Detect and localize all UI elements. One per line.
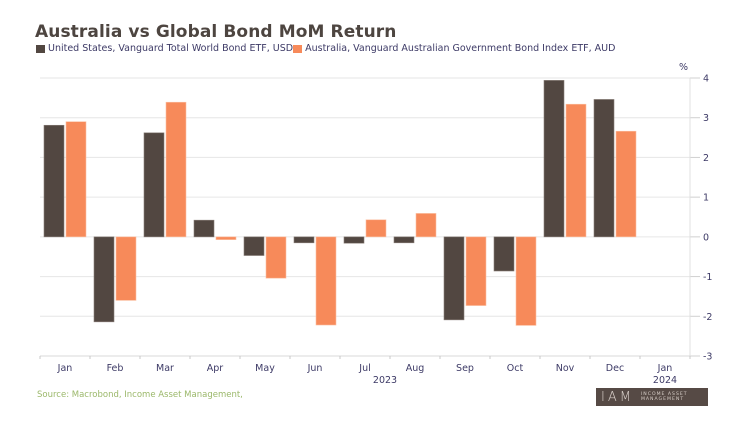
bars [43, 80, 637, 326]
y-tick-label: 4 [703, 74, 709, 85]
bar-au [165, 101, 187, 238]
year-label: 2023 [373, 375, 397, 386]
x-tick-label: May [255, 363, 275, 374]
bar-us [493, 236, 515, 272]
logo-text: INCOME ASSET MANAGEMENT [641, 392, 688, 402]
bar-us [243, 236, 265, 256]
legend-item-au: Australia, Vanguard Australian Governmen… [293, 43, 615, 54]
y-unit-label: % [679, 62, 688, 73]
axes [39, 77, 700, 359]
gridlines [40, 77, 690, 357]
x-tick-label: Feb [107, 363, 124, 374]
bar-us [593, 99, 615, 238]
bar-us [143, 132, 165, 238]
x-tick-label: Oct [507, 363, 524, 374]
x-tick-label: Sep [456, 363, 474, 374]
iam-logo: IAM INCOME ASSET MANAGEMENT [596, 388, 708, 406]
chart-legend: United States, Vanguard Total World Bond… [36, 43, 661, 54]
x-tick-label: Aug [406, 363, 425, 374]
bar-au [565, 103, 587, 238]
y-tick-label: -1 [703, 272, 712, 283]
y-tick-label: -2 [703, 312, 712, 323]
logo-line2: MANAGEMENT [640, 397, 685, 402]
x-tick-label: Dec [606, 363, 624, 374]
bar-au [215, 236, 237, 240]
logo-mark: IAM [601, 389, 634, 405]
axis-labels: 4 3 2 1 0 -1 -2 -3% Jan Feb Mar Apr May Jun Jul Aug Sep O… [57, 62, 713, 386]
bar-au [415, 213, 437, 238]
bar-au [365, 219, 387, 238]
y-tick-label: 3 [703, 113, 709, 124]
bar-us [193, 219, 215, 238]
bar-au [315, 236, 337, 326]
x-tick-label: Mar [156, 363, 174, 374]
x-tick-label: Jan [657, 363, 673, 374]
x-tick-label: Jun [307, 363, 323, 374]
legend-swatch-au [293, 44, 303, 53]
bar-us [343, 236, 365, 244]
bar-us [293, 236, 315, 244]
bar-au [115, 236, 137, 301]
x-tick-label: Apr [207, 363, 224, 374]
source-note: Source: Macrobond, Income Asset Manageme… [37, 390, 243, 400]
y-tick-label: -3 [703, 352, 712, 363]
legend-label-au: Australia, Vanguard Australian Governmen… [305, 43, 616, 54]
bar-us [393, 236, 415, 244]
bar-au [465, 236, 487, 306]
legend-item-us: United States, Vanguard Total World Bond… [36, 43, 293, 54]
chart-title: Australia vs Global Bond MoM Return [35, 22, 397, 42]
y-tick-label: 2 [703, 153, 709, 164]
bar-us [443, 236, 465, 321]
bar-au [515, 236, 537, 326]
year-label: 2024 [653, 375, 677, 386]
bar-au [65, 121, 87, 238]
legend-label-us: United States, Vanguard Total World Bond… [48, 43, 294, 54]
bar-au [265, 236, 287, 279]
x-tick-label: Jan [57, 363, 73, 374]
bar-au [615, 130, 637, 238]
bar-us [43, 124, 65, 238]
bar-us [93, 236, 115, 323]
bar-us [543, 80, 565, 238]
y-tick-label: 0 [703, 232, 709, 243]
x-tick-label: Jul [358, 363, 370, 374]
logo-line1: INCOME ASSET [640, 392, 688, 397]
legend-swatch-us [36, 44, 45, 53]
x-tick-label: Nov [556, 363, 575, 374]
y-tick-label: 1 [703, 193, 709, 204]
